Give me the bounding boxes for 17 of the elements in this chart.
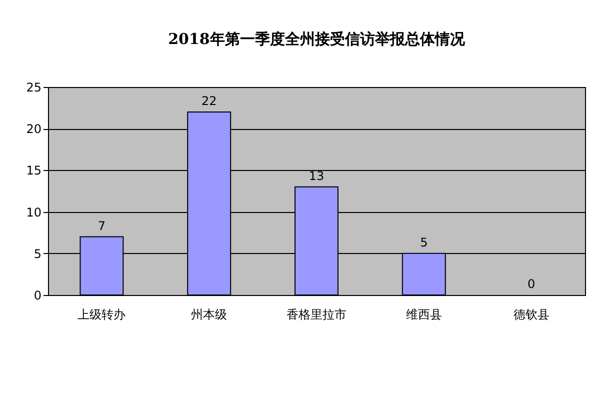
x-tick-label: 维西县 xyxy=(406,308,442,322)
y-tick-label: 10 xyxy=(26,205,42,220)
x-tick-label: 香格里拉市 xyxy=(286,308,346,322)
x-tick-label: 德钦县 xyxy=(513,308,550,322)
data-label: 5 xyxy=(420,235,428,250)
data-label: 7 xyxy=(98,218,106,233)
y-tick-label: 20 xyxy=(26,122,42,136)
chart-title: 2018年第一季度全州接受信访举报总体情况 xyxy=(168,30,466,48)
data-label: 13 xyxy=(308,168,324,183)
y-tick-label: 15 xyxy=(26,164,42,178)
y-tick-label: 5 xyxy=(34,246,42,261)
x-tick-label: 州本级 xyxy=(191,308,228,322)
x-tick-label: 上级转办 xyxy=(78,308,126,322)
data-label: 22 xyxy=(201,94,217,108)
y-tick-label: 25 xyxy=(26,80,42,94)
data-label: 0 xyxy=(527,277,536,291)
y-tick-label: 0 xyxy=(34,288,42,302)
